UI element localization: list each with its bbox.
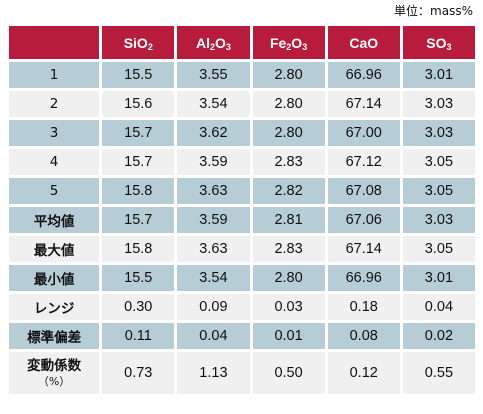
table-cell: 0.12 [327, 352, 400, 394]
header-so3: SO3 [402, 26, 475, 59]
table-cell: 67.08 [327, 178, 400, 204]
table-cell: 2.80 [252, 265, 325, 291]
row-label: 3 [9, 120, 100, 146]
table-cell: 15.8 [102, 236, 175, 262]
header-al2o3: Al2O3 [177, 26, 250, 59]
table-row: 3 15.7 3.62 2.80 67.00 3.03 [9, 120, 475, 146]
table-cell: 0.11 [102, 323, 175, 349]
table-row: 最小値 15.5 3.54 2.80 66.96 3.01 [9, 265, 475, 291]
table-cell: 15.6 [102, 91, 175, 117]
table-cell: 15.5 [102, 265, 175, 291]
header-row: SiO2 Al2O3 Fe2O3 CaO SO3 [9, 26, 475, 59]
table-row: 4 15.7 3.59 2.83 67.12 3.05 [9, 149, 475, 175]
table-cell: 3.03 [402, 207, 475, 233]
table-cell: 66.96 [327, 265, 400, 291]
table-cell: 2.80 [252, 91, 325, 117]
table-cell: 15.5 [102, 62, 175, 88]
table-cell: 3.54 [177, 91, 250, 117]
table-cell: 67.14 [327, 236, 400, 262]
table-cell: 0.01 [252, 323, 325, 349]
table-cell: 0.73 [102, 352, 175, 394]
table-cell: 0.09 [177, 294, 250, 320]
table-row: レンジ 0.30 0.09 0.03 0.18 0.04 [9, 294, 475, 320]
table-cell: 2.83 [252, 236, 325, 262]
table-cell: 0.55 [402, 352, 475, 394]
table-cell: 0.08 [327, 323, 400, 349]
table-row: 平均値 15.7 3.59 2.81 67.06 3.03 [9, 207, 475, 233]
header-sio2: SiO2 [102, 26, 175, 59]
row-label: 平均値 [9, 207, 100, 233]
table-row: 1 15.5 3.55 2.80 66.96 3.01 [9, 62, 475, 88]
table-row: 2 15.6 3.54 2.80 67.14 3.03 [9, 91, 475, 117]
table-cell: 0.02 [402, 323, 475, 349]
row-label: 1 [9, 62, 100, 88]
table-cell: 3.62 [177, 120, 250, 146]
table-cell: 0.50 [252, 352, 325, 394]
row-label: 標準偏差 [9, 323, 100, 349]
table-row: 最大値 15.8 3.63 2.83 67.14 3.05 [9, 236, 475, 262]
table-cell: 66.96 [327, 62, 400, 88]
table-row: 5 15.8 3.63 2.82 67.08 3.05 [9, 178, 475, 204]
table-cell: 0.04 [402, 294, 475, 320]
table-cell: 3.59 [177, 149, 250, 175]
table-cell: 3.01 [402, 265, 475, 291]
table-cell: 3.63 [177, 236, 250, 262]
table-cell: 3.05 [402, 149, 475, 175]
table-cell: 3.05 [402, 178, 475, 204]
row-label: 4 [9, 149, 100, 175]
table-cell: 67.14 [327, 91, 400, 117]
row-label: レンジ [9, 294, 100, 320]
table-cell: 15.7 [102, 207, 175, 233]
table-cell: 3.03 [402, 120, 475, 146]
row-label: 5 [9, 178, 100, 204]
header-fe2o3: Fe2O3 [252, 26, 325, 59]
composition-table: SiO2 Al2O3 Fe2O3 CaO SO3 1 15.5 3.55 2.80 66… [6, 23, 478, 397]
table-cell: 0.30 [102, 294, 175, 320]
table-cell: 3.01 [402, 62, 475, 88]
table-cell: 2.81 [252, 207, 325, 233]
table-cell: 0.04 [177, 323, 250, 349]
table-cell: 3.63 [177, 178, 250, 204]
table-cell: 0.18 [327, 294, 400, 320]
row-label: 最小値 [9, 265, 100, 291]
table-cell: 3.05 [402, 236, 475, 262]
table-cell: 67.12 [327, 149, 400, 175]
table-cell: 67.06 [327, 207, 400, 233]
table-cell: 2.83 [252, 149, 325, 175]
row-label: 2 [9, 91, 100, 117]
table-cell: 67.00 [327, 120, 400, 146]
table-cell: 3.55 [177, 62, 250, 88]
table-cell: 1.13 [177, 352, 250, 394]
table-cell: 15.8 [102, 178, 175, 204]
unit-note: 単位：mass% [394, 4, 473, 18]
table-cell: 0.03 [252, 294, 325, 320]
table-cell: 2.80 [252, 62, 325, 88]
table-cell: 2.80 [252, 120, 325, 146]
table-cell: 3.03 [402, 91, 475, 117]
table-cell: 3.54 [177, 265, 250, 291]
table-cell: 15.7 [102, 149, 175, 175]
table-cell: 3.59 [177, 207, 250, 233]
row-label: 最大値 [9, 236, 100, 262]
table-row: 標準偏差 0.11 0.04 0.01 0.08 0.02 [9, 323, 475, 349]
table-cell: 15.7 [102, 120, 175, 146]
row-label: 変動係数 （%） [9, 352, 100, 394]
table-row: 変動係数 （%） 0.73 1.13 0.50 0.12 0.55 [9, 352, 475, 394]
table-cell: 2.82 [252, 178, 325, 204]
header-blank [9, 26, 100, 59]
header-cao: CaO [327, 26, 400, 59]
